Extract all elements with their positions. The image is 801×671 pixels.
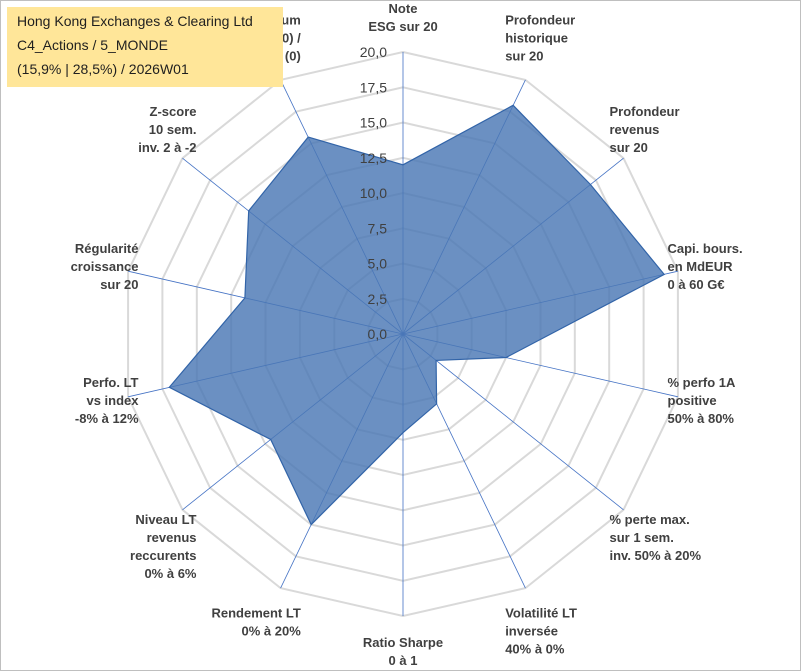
tick-label-6: 15,0: [360, 115, 387, 131]
axis-label-6-line-0: Volatilité LT: [505, 605, 577, 620]
axis-label-0: Note ESG sur 20: [368, 1, 437, 34]
axis-label-9: Niveau LT revenus reccurents 0% à 6%: [130, 512, 197, 581]
axis-label-2-line-2: sur 20: [610, 140, 648, 155]
tick-label-2: 5,0: [368, 256, 388, 272]
tick-label-5: 12,5: [360, 150, 387, 166]
axis-label-9-line-0: Niveau LT: [135, 512, 196, 527]
series-layer: [168, 104, 666, 526]
tick-label-7: 17,5: [360, 79, 387, 95]
chart-title-box: Hong Kong Exchanges & Clearing Ltd C4_Ac…: [7, 7, 283, 87]
axis-label-6: Volatilité LT inversée 40% à 0%: [505, 605, 577, 656]
axis-label-0-line-0: Note: [389, 1, 418, 16]
axis-label-5-line-1: sur 1 sem.: [610, 530, 674, 545]
axis-label-7-line-0: Ratio Sharpe: [363, 635, 443, 650]
axis-label-8: Rendement LT 0% à 20%: [211, 605, 301, 638]
axis-label-10-line-2: -8% à 12%: [75, 411, 139, 426]
tick-label-0: 0,0: [368, 326, 388, 342]
axis-label-9-line-3: 0% à 6%: [144, 566, 196, 581]
axis-label-7-line-1: 0 à 1: [389, 653, 418, 668]
axis-label-8-line-0: Rendement LT: [211, 605, 300, 620]
axis-label-12-line-2: inv. 2 à -2: [138, 140, 196, 155]
axis-label-5: % perte max. sur 1 sem. inv. 50% à 20%: [610, 512, 702, 563]
tick-label-1: 2,5: [368, 291, 388, 307]
axis-label-9-line-2: reccurents: [130, 548, 196, 563]
tick-label-8: 20,0: [360, 44, 387, 60]
axis-label-7: Ratio Sharpe 0 à 1: [363, 635, 443, 668]
axis-label-9-line-1: revenus: [147, 530, 197, 545]
series-area-0: [168, 104, 666, 526]
axis-label-1-line-1: historique: [505, 31, 568, 46]
axis-label-3-line-1: en MdEUR: [668, 259, 734, 274]
axis-label-2-line-1: revenus: [610, 122, 660, 137]
axis-label-1: Profondeur historique sur 20: [505, 13, 575, 64]
axis-label-11-line-0: Régularité: [75, 241, 139, 256]
axis-label-8-line-1: 0% à 20%: [242, 623, 302, 638]
axis-label-4-line-2: 50% à 80%: [668, 411, 735, 426]
axis-label-0-line-1: ESG sur 20: [368, 19, 437, 34]
axis-label-1-line-0: Profondeur: [505, 13, 575, 28]
chart-title-line-1: Hong Kong Exchanges & Clearing Ltd: [17, 13, 253, 29]
axis-label-12: Z-score 10 sem. inv. 2 à -2: [138, 104, 196, 155]
axis-label-3-line-2: 0 à 60 G€: [668, 277, 725, 292]
axis-label-4: % perfo 1A positive 50% à 80%: [668, 375, 737, 426]
axis-label-6-line-1: inversée: [505, 623, 558, 638]
axis-label-3: Capi. bours. en MdEUR 0 à 60 G€: [668, 241, 743, 292]
axis-label-10-line-1: vs index: [86, 393, 139, 408]
axis-label-2-line-0: Profondeur: [610, 104, 680, 119]
axis-label-12-line-0: Z-score: [150, 104, 197, 119]
axis-label-3-line-0: Capi. bours.: [668, 241, 743, 256]
axis-spoke-5: [402, 333, 624, 511]
tick-label-3: 7,5: [368, 220, 388, 236]
axis-label-6-line-2: 40% à 0%: [505, 641, 565, 656]
chart-title-line-2: C4_Actions / 5_MONDE: [17, 37, 168, 53]
axis-label-10: Perfo. LT vs index -8% à 12%: [75, 375, 139, 426]
axis-label-5-line-0: % perte max.: [610, 512, 690, 527]
chart-title-line-3: (15,9% | 28,5%) / 2026W01: [17, 61, 189, 77]
tick-label-4: 10,0: [360, 185, 387, 201]
axis-label-4-line-0: % perfo 1A: [668, 375, 737, 390]
axis-label-2: Profondeur revenus sur 20: [610, 104, 680, 155]
axis-label-11: Régularité croissance sur 20: [71, 241, 139, 292]
axis-label-5-line-2: inv. 50% à 20%: [610, 548, 702, 563]
axis-label-10-line-0: Perfo. LT: [83, 375, 138, 390]
axis-label-12-line-1: 10 sem.: [149, 122, 197, 137]
axis-label-1-line-2: sur 20: [505, 49, 543, 64]
tick-layer: 0,0 2,5 5,0 7,5 10,0 12,5 15,0 17,5 20,0: [360, 44, 387, 342]
axis-label-11-line-1: croissance: [71, 259, 139, 274]
axis-label-11-line-2: sur 20: [100, 277, 138, 292]
axis-label-4-line-1: positive: [668, 393, 717, 408]
